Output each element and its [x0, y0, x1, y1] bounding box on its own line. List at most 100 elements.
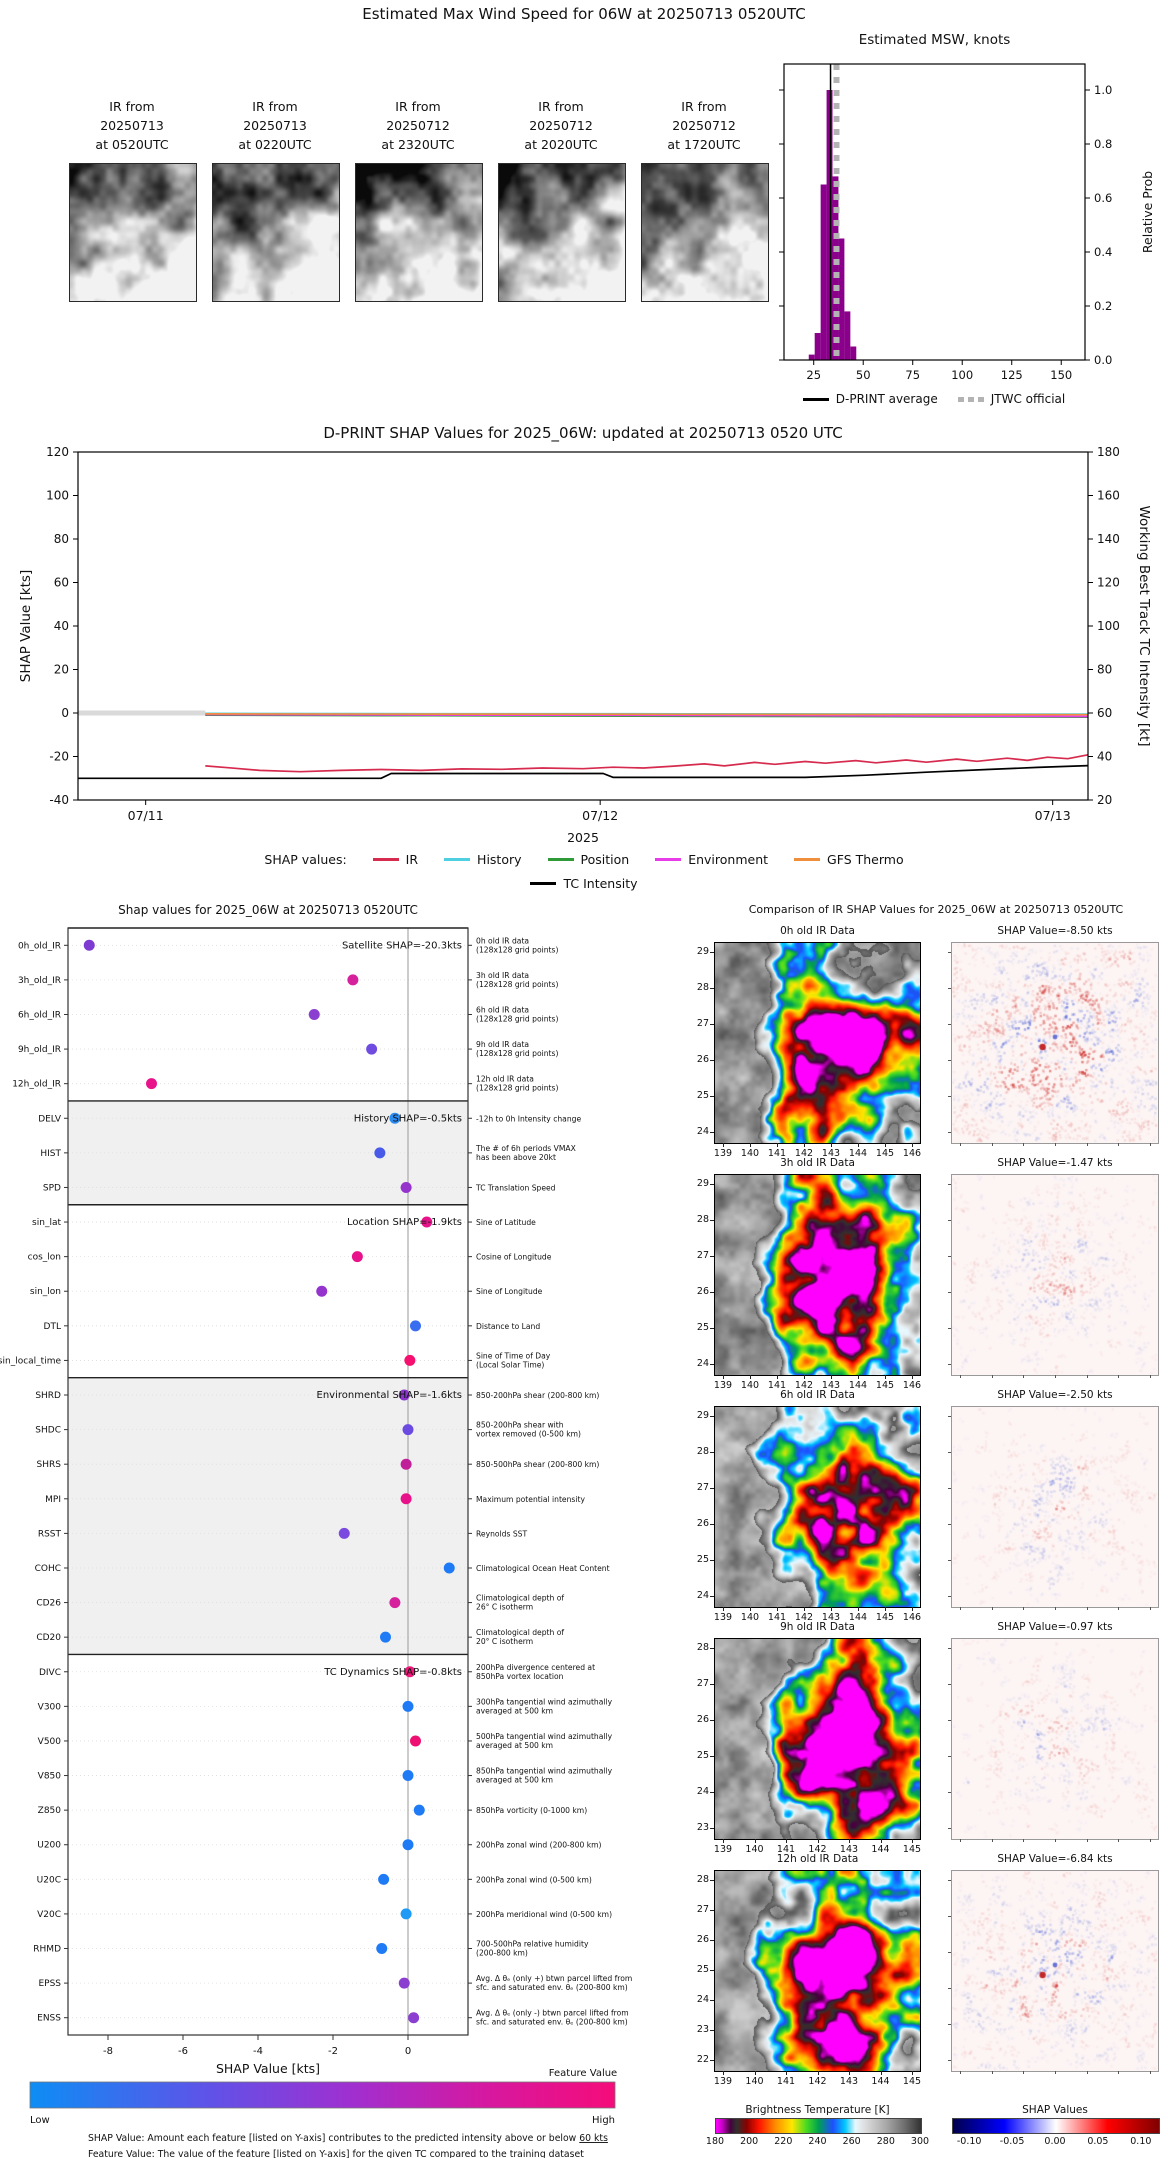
- svg-text:Climatological depth of: Climatological depth of: [476, 1628, 564, 1637]
- ir-thumbnail-image: [212, 163, 340, 302]
- shap-frame-tick: [1055, 2071, 1056, 2074]
- page-title: Estimated Max Wind Speed for 06W at 2025…: [362, 5, 806, 23]
- svg-text:TC Translation Speed: TC Translation Speed: [475, 1183, 556, 1192]
- shap-frame-tick: [948, 1916, 951, 1917]
- shap-map-title: SHAP Value=-2.50 kts: [997, 1389, 1113, 1401]
- lon-tick-mark: [912, 1839, 913, 1843]
- shap-value-image: [952, 1871, 1158, 2071]
- shap-frame-tick: [948, 1596, 951, 1597]
- lon-tick-label: 139: [713, 1844, 733, 1855]
- lat-tick-label: 24: [696, 1358, 709, 1369]
- svg-text:(128x128 grid points): (128x128 grid points): [476, 980, 558, 989]
- feature-shap-dot: [378, 1873, 390, 1885]
- y-tick-label: 0.4: [1094, 245, 1112, 259]
- feature-shap-dot: [308, 1008, 320, 1020]
- series-color-swatch: [372, 858, 399, 861]
- lat-tick-label: 27: [696, 1482, 709, 1493]
- svg-text:(128x128 grid points): (128x128 grid points): [476, 1049, 558, 1058]
- shap-colorbar-tick: -0.05: [999, 2136, 1025, 2147]
- lat-tick-mark: [710, 988, 714, 989]
- ir-satellite-image: [356, 164, 482, 301]
- lon-tick-mark: [723, 1607, 724, 1611]
- feature-description: Reynolds SST: [476, 1529, 528, 1538]
- lon-tick-mark: [750, 1607, 751, 1611]
- feature-name: sin_local_time: [0, 1356, 61, 1366]
- colorbar-title: Feature Value: [549, 2068, 617, 2079]
- timeseries-title: D-PRINT SHAP Values for 2025_06W: update…: [323, 424, 842, 443]
- feature-name: Z850: [38, 1806, 62, 1816]
- lat-tick-mark: [710, 1910, 714, 1911]
- lat-tick-mark: [710, 1292, 714, 1293]
- svg-text:Cosine of Longitude: Cosine of Longitude: [476, 1253, 552, 1262]
- feature-name: U200: [37, 1841, 61, 1851]
- feature-name: CD20: [36, 1633, 61, 1643]
- shap-frame-tick: [991, 1607, 993, 1610]
- lat-tick-mark: [710, 1256, 714, 1257]
- lon-tick-label: 143: [821, 1148, 841, 1159]
- shap-frame-tick: [948, 1488, 951, 1489]
- feature-description: Sine of Time of Day(Local Solar Time): [476, 1351, 551, 1369]
- feature-description: 12h old IR data(128x128 grid points): [476, 1075, 558, 1093]
- shap-frame-tick: [1150, 1607, 1151, 1610]
- ir-thumbnail-caption: IR from 20250712 at 2320UTC: [381, 99, 455, 152]
- feature-description: Cosine of Longitude: [476, 1253, 552, 1262]
- feature-shap-dot: [410, 1735, 421, 1747]
- feature-shap-dot: [400, 1181, 412, 1193]
- footnote: SHAP Value: Amount each feature [listed …: [88, 2133, 608, 2144]
- x-tick-label: 07/13: [1035, 808, 1071, 823]
- lon-tick-mark: [754, 2071, 756, 2075]
- shap-frame-tick: [948, 1220, 951, 1221]
- ir-data-map: [714, 1870, 921, 2072]
- lat-tick-mark: [710, 1828, 714, 1829]
- feature-name: SHRD: [35, 1391, 61, 1401]
- colorbar-low-label: Low: [30, 2115, 50, 2126]
- shap-frame-tick: [948, 1880, 951, 1881]
- feature-name: 3h_old_IR: [18, 976, 61, 986]
- lon-tick-label: 139: [713, 2076, 733, 2087]
- right-tick-label: 140: [1097, 532, 1120, 546]
- svg-text:Sine of Longitude: Sine of Longitude: [476, 1287, 543, 1296]
- shap-frame-tick: [948, 1416, 951, 1417]
- right-tick-label: 60: [1097, 706, 1112, 720]
- lon-tick-label: 139: [713, 1148, 733, 1159]
- histogram-legend: D-PRINT average JTWC official: [700, 392, 1168, 406]
- ir-map-title: 3h old IR Data: [780, 1157, 855, 1169]
- lon-tick-mark: [786, 2071, 787, 2075]
- histogram-title: Estimated MSW, knots: [859, 32, 1011, 48]
- left-tick-label: 120: [46, 445, 69, 459]
- lon-tick-label: 143: [821, 1612, 841, 1623]
- lat-tick-label: 29: [696, 1410, 709, 1421]
- lat-tick-mark: [710, 2060, 714, 2061]
- feature-name: COHC: [35, 1564, 61, 1574]
- shap-value-image: [952, 1407, 1158, 1607]
- lat-tick-mark: [710, 1220, 714, 1221]
- lat-tick-label: 26: [696, 1714, 709, 1725]
- feature-name: V20C: [37, 1910, 61, 1920]
- shap-frame-tick: [948, 1096, 951, 1097]
- lon-tick-mark: [912, 2071, 913, 2075]
- feature-name: SHDC: [35, 1426, 61, 1436]
- feature-shap-dot: [402, 1424, 414, 1436]
- lat-tick-label: 25: [696, 1750, 709, 1761]
- group-header: History SHAP=-0.5kts: [354, 1113, 462, 1124]
- x-tick-label: 150: [1050, 368, 1072, 382]
- shap-frame-tick: [1055, 1607, 1056, 1610]
- svg-text:Climatological Ocean Heat Cont: Climatological Ocean Heat Content: [476, 1564, 610, 1573]
- feature-description: 9h old IR data(128x128 grid points): [476, 1040, 558, 1058]
- shap-frame-tick: [1023, 1143, 1025, 1146]
- lat-tick-label: 26: [696, 1054, 709, 1065]
- svg-text:-12h to 0h Intensity change: -12h to 0h Intensity change: [476, 1114, 581, 1123]
- feature-name: RSST: [38, 1529, 62, 1539]
- svg-text:Sine of Time of Day: Sine of Time of Day: [476, 1351, 551, 1360]
- lon-tick-label: 144: [848, 1380, 868, 1391]
- shap-frame-tick: [1023, 2071, 1025, 2074]
- legend-item-tc-intensity: TC Intensity: [530, 876, 638, 891]
- feature-shap-dot: [413, 1804, 425, 1816]
- timeseries-right-ylabel: Working Best Track TC Intensity [kt]: [1136, 505, 1152, 746]
- x-tick-label: -8: [103, 2046, 113, 2057]
- x-tick-label: 50: [856, 368, 871, 382]
- shap-frame-tick: [1150, 1375, 1151, 1378]
- ir-satellite-image: [499, 164, 625, 301]
- feature-shap-dot: [146, 1078, 157, 1090]
- svg-text:Distance to Land: Distance to Land: [476, 1322, 540, 1331]
